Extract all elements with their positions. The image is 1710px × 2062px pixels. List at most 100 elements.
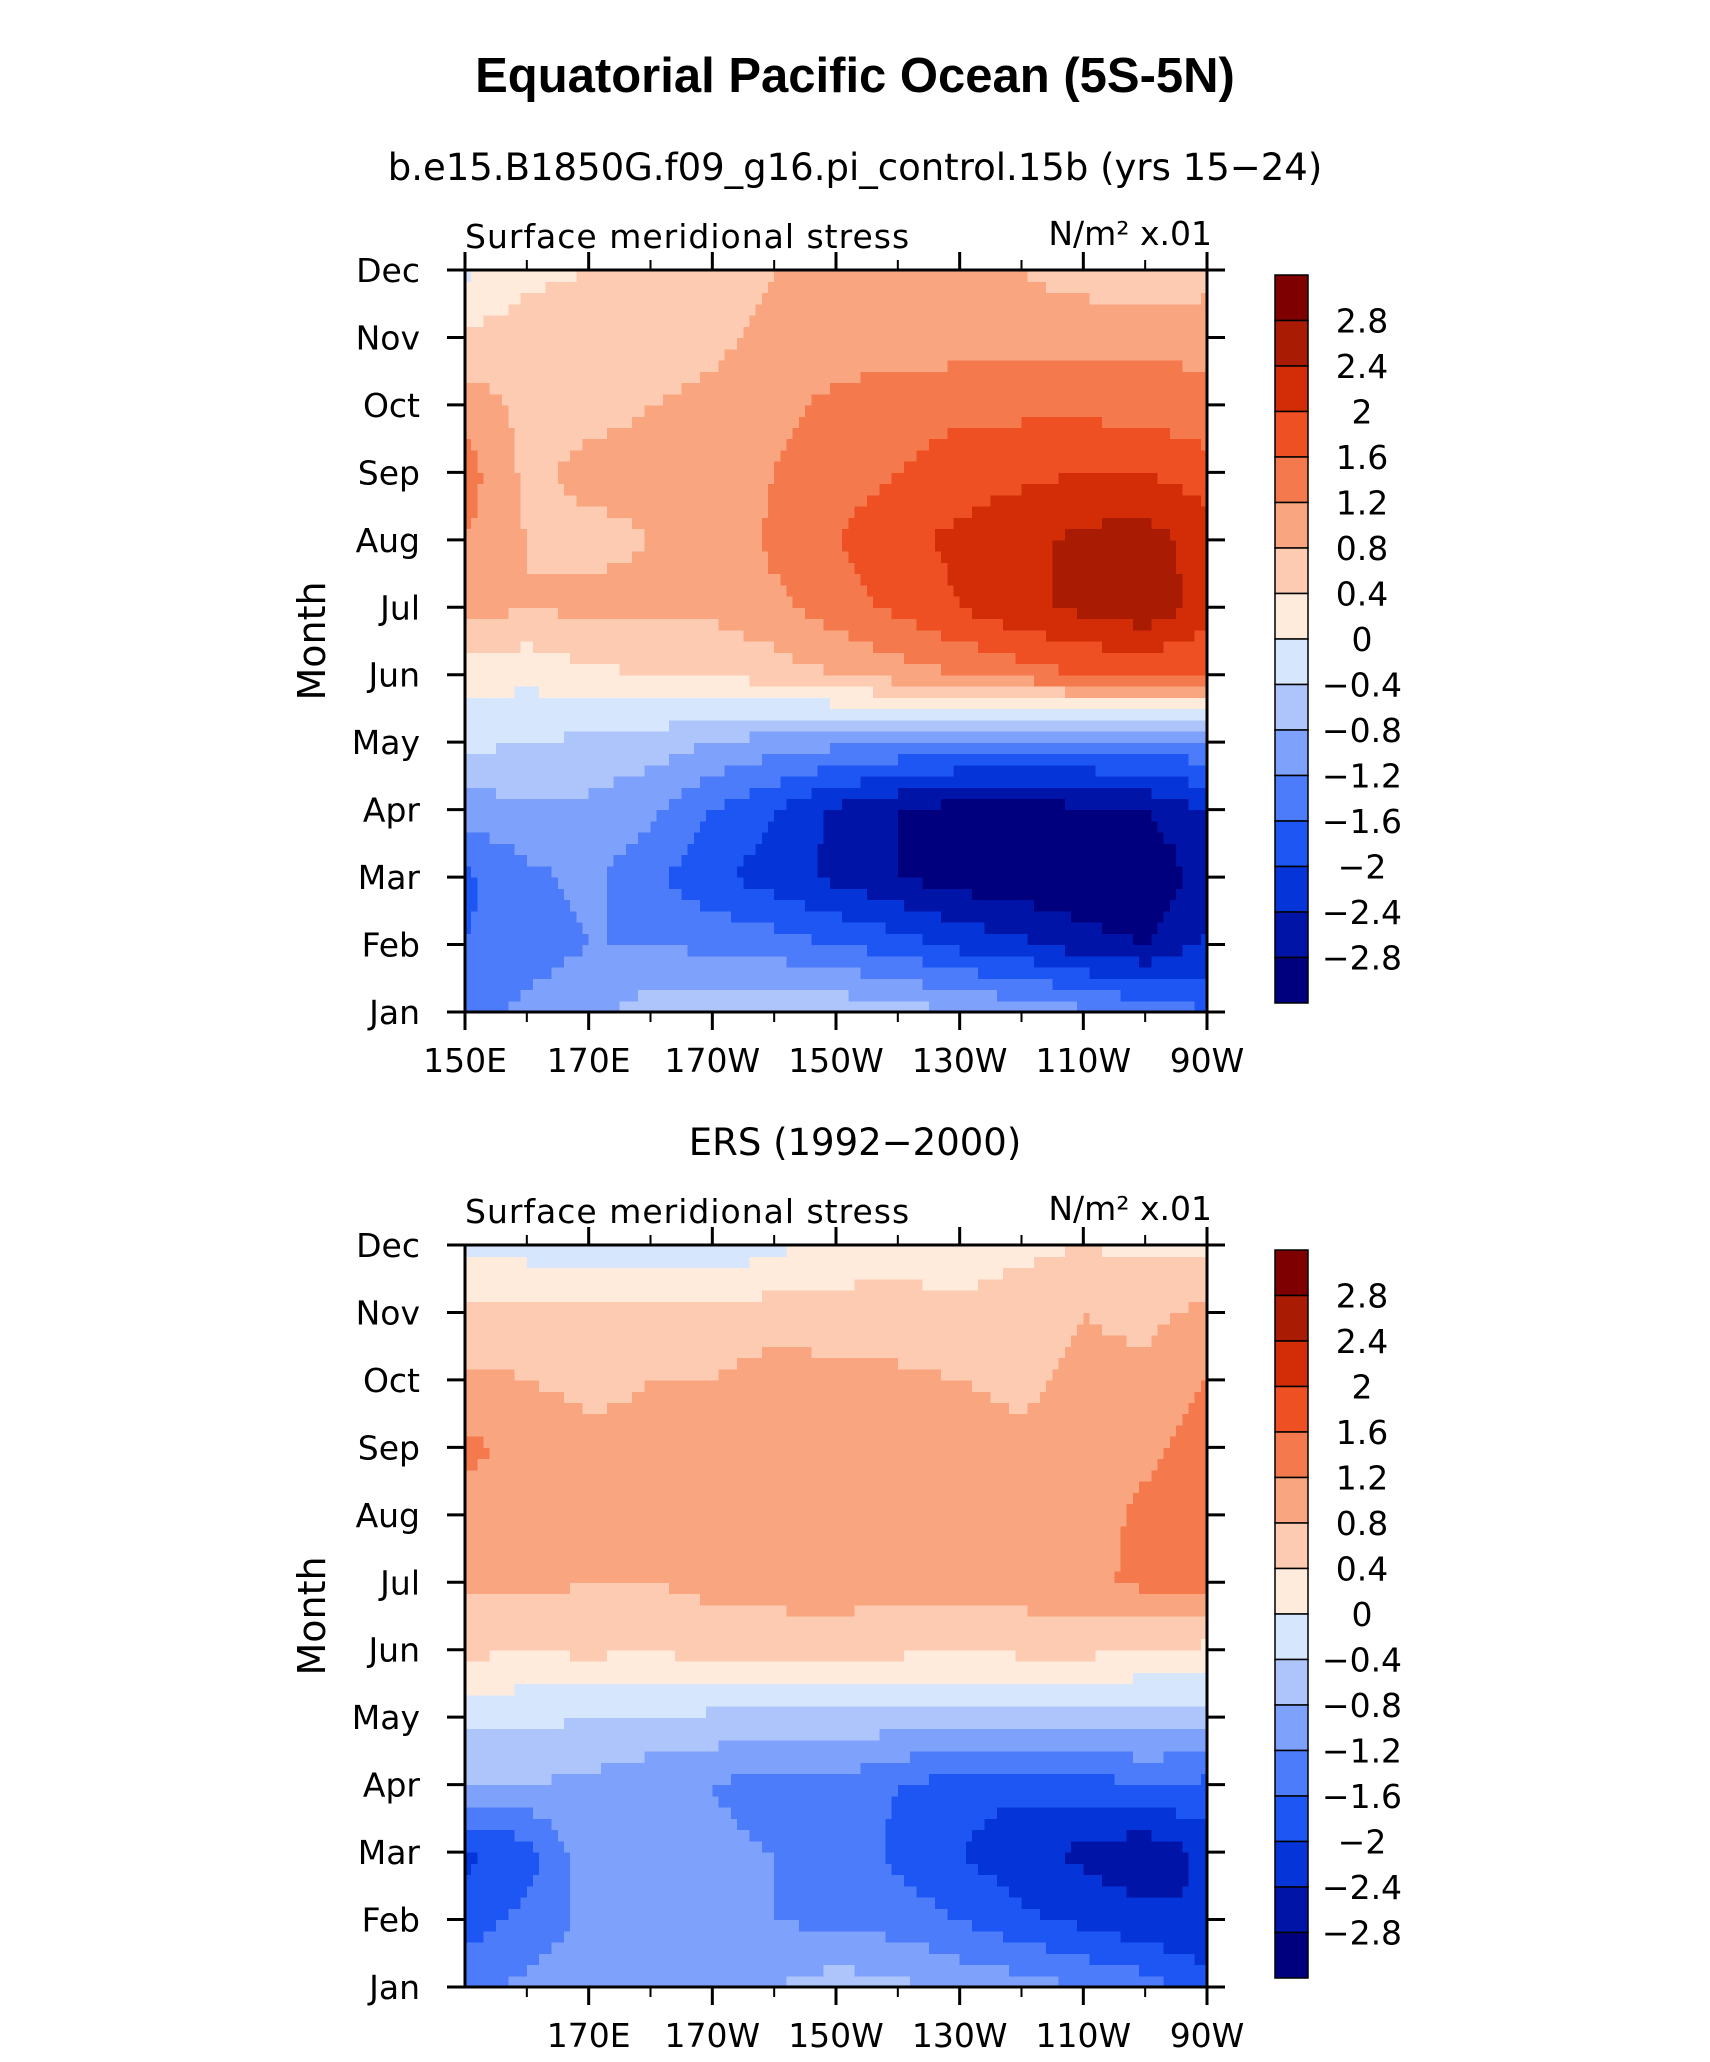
contour-cell xyxy=(780,708,788,721)
contour-cell xyxy=(1145,854,1152,867)
contour-cell xyxy=(823,1000,831,1013)
contour-cell xyxy=(1188,719,1196,732)
contour-cell xyxy=(471,888,478,901)
contour-cell xyxy=(1070,584,1078,597)
contour-cell xyxy=(965,618,973,631)
contour-cell xyxy=(1101,719,1109,732)
contour-cell xyxy=(897,944,905,957)
contour-cell xyxy=(743,697,751,710)
contour-cell xyxy=(681,1000,689,1013)
contour-cell xyxy=(1021,618,1029,631)
contour-cell xyxy=(953,910,961,923)
contour-cell xyxy=(928,618,936,631)
contour-cell xyxy=(1132,685,1140,698)
contour-cell xyxy=(1095,832,1103,844)
contour-cell xyxy=(644,922,652,934)
contour-cell xyxy=(1064,843,1072,856)
contour-cell xyxy=(483,584,491,597)
contour-cell xyxy=(755,764,763,777)
contour-cell xyxy=(1114,697,1122,710)
contour-cell xyxy=(588,798,596,811)
contour-cell xyxy=(502,663,509,676)
contour-cell xyxy=(1070,719,1078,732)
contour-cell xyxy=(687,539,695,552)
contour-cell xyxy=(582,719,590,732)
contour-cell xyxy=(471,910,478,923)
contour-cell xyxy=(984,955,992,968)
contour-cell xyxy=(848,596,856,608)
contour-cell xyxy=(570,787,577,799)
contour-cell xyxy=(724,596,732,608)
contour-cell xyxy=(594,865,602,878)
contour-cell xyxy=(1064,865,1072,878)
contour-cell xyxy=(805,663,812,676)
contour-cell xyxy=(996,742,1004,755)
contour-cell xyxy=(687,641,695,653)
contour-cell xyxy=(563,989,571,1002)
contour-cell xyxy=(557,573,565,586)
contour-cell xyxy=(582,809,590,822)
contour-cell xyxy=(557,877,565,889)
contour-cell xyxy=(1108,1000,1115,1013)
contour-cell xyxy=(1138,787,1146,799)
contour-cell xyxy=(730,955,738,968)
contour-cell xyxy=(836,764,843,777)
contour-cell xyxy=(1021,730,1029,743)
contour-cell xyxy=(706,843,713,856)
contour-cell xyxy=(972,551,979,563)
contour-cell xyxy=(866,573,874,586)
contour-cell xyxy=(811,944,819,957)
contour-cell xyxy=(1169,674,1177,687)
contour-cell xyxy=(563,910,571,923)
contour-cell xyxy=(1120,944,1128,957)
contour-cell xyxy=(502,854,509,867)
contour-cell xyxy=(1188,877,1196,889)
contour-cell xyxy=(1114,775,1122,788)
contour-cell xyxy=(495,899,503,912)
contour-cell xyxy=(582,967,590,979)
contour-cell xyxy=(934,551,942,563)
contour-cell xyxy=(1169,697,1177,710)
contour-cell xyxy=(699,809,707,822)
contour-cell xyxy=(669,888,676,901)
contour-cell xyxy=(928,832,936,844)
contour-cell xyxy=(594,708,602,721)
contour-cell xyxy=(1188,865,1196,878)
contour-cell xyxy=(1145,596,1152,608)
contour-cell xyxy=(1194,573,1202,586)
contour-cell xyxy=(607,562,614,575)
contour-cell xyxy=(1064,629,1072,642)
contour-cell xyxy=(520,787,528,799)
contour-cell xyxy=(489,933,497,946)
contour-cell xyxy=(842,629,849,642)
contour-cell xyxy=(916,910,924,923)
contour-cell xyxy=(1132,787,1140,799)
contour-cell xyxy=(805,742,812,755)
contour-cell xyxy=(792,820,800,833)
contour-cell xyxy=(730,888,738,901)
contour-cell xyxy=(1089,719,1097,732)
contour-cell xyxy=(941,674,948,687)
contour-cell xyxy=(1176,1000,1183,1013)
contour-cell xyxy=(910,539,917,552)
contour-cell xyxy=(1046,674,1054,687)
contour-cell xyxy=(613,685,621,698)
contour-cell xyxy=(891,967,899,979)
contour-cell xyxy=(631,978,639,991)
contour-cell xyxy=(891,584,899,597)
contour-cell xyxy=(737,922,744,934)
contour-cell xyxy=(662,809,670,822)
contour-cell xyxy=(1040,584,1047,597)
contour-cell xyxy=(891,573,899,586)
contour-cell xyxy=(749,978,757,991)
contour-cell xyxy=(1114,809,1122,822)
contour-cell xyxy=(631,584,639,597)
contour-cell xyxy=(619,596,627,608)
contour-cell xyxy=(706,809,713,822)
contour-cell xyxy=(761,1000,769,1013)
contour-cell xyxy=(625,809,633,822)
contour-cell xyxy=(533,742,540,755)
contour-cell xyxy=(539,787,546,799)
contour-cell xyxy=(848,573,856,586)
contour-cell xyxy=(836,933,843,946)
